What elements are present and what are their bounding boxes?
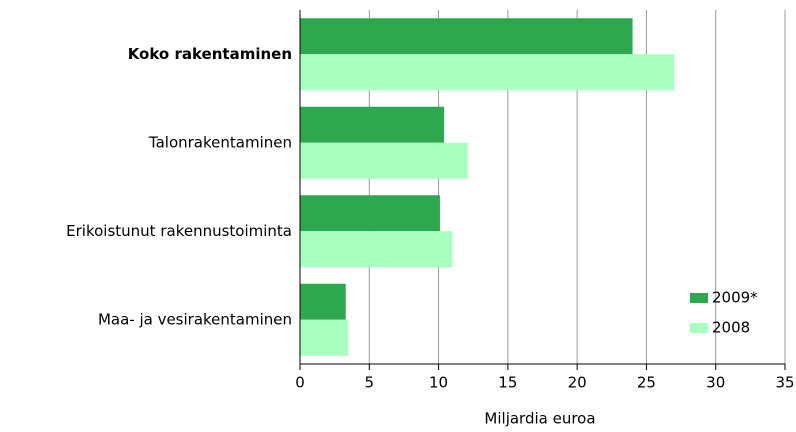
x-tick-label: 0	[295, 374, 305, 392]
y-tick-label: Koko rakentaminen	[128, 45, 292, 63]
x-tick-label: 35	[775, 374, 794, 392]
bar	[300, 142, 468, 179]
x-tick-label: 30	[706, 374, 725, 392]
x-tick-label: 10	[429, 374, 448, 392]
bar	[300, 319, 349, 356]
legend-swatch	[690, 323, 708, 333]
bar	[300, 18, 633, 55]
legend-label: 2009*	[712, 289, 758, 307]
y-tick-label: Maa- ja vesirakentaminen	[98, 310, 292, 328]
x-tick-label: 5	[365, 374, 375, 392]
legend-swatch	[690, 293, 708, 303]
legend-label: 2008	[712, 319, 750, 337]
y-tick-label: Erikoistunut rakennustoiminta	[66, 222, 292, 240]
x-tick-label: 20	[568, 374, 587, 392]
bar	[300, 54, 675, 91]
bar	[300, 283, 346, 320]
bar	[300, 195, 440, 232]
y-tick-label: Talonrakentaminen	[148, 133, 292, 151]
x-axis-label: Miljardia euroa	[484, 410, 595, 428]
bar	[300, 106, 445, 143]
x-tick-label: 25	[637, 374, 656, 392]
bar	[300, 231, 453, 268]
x-tick-label: 15	[498, 374, 517, 392]
